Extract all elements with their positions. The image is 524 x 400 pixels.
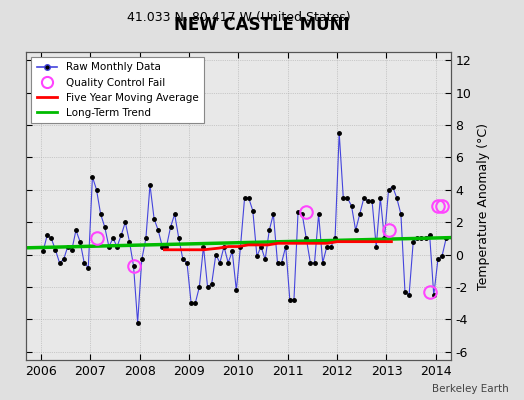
Text: NEW CASTLE MUNI: NEW CASTLE MUNI <box>174 16 350 34</box>
Y-axis label: Temperature Anomaly (°C): Temperature Anomaly (°C) <box>477 122 490 290</box>
Legend: Raw Monthly Data, Quality Control Fail, Five Year Moving Average, Long-Term Tren: Raw Monthly Data, Quality Control Fail, … <box>31 57 204 123</box>
Text: Berkeley Earth: Berkeley Earth <box>432 384 508 394</box>
Title: 41.033 N, 80.417 W (United States): 41.033 N, 80.417 W (United States) <box>127 12 350 24</box>
